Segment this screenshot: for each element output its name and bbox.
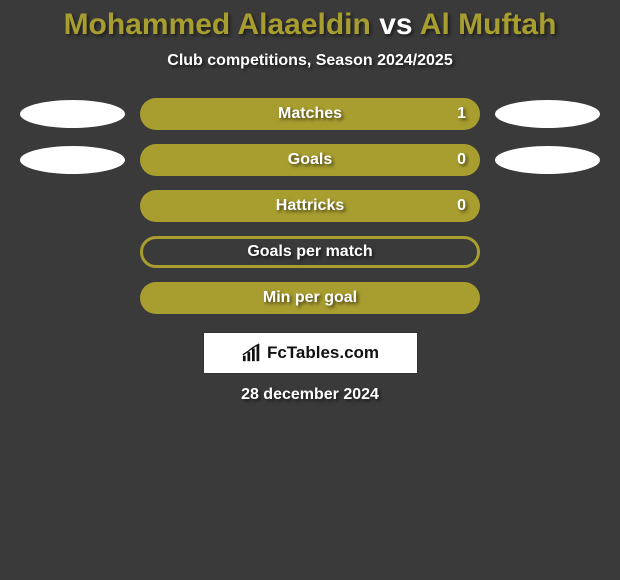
- stat-bar-wrap: Min per goal: [140, 282, 480, 314]
- date-label: 28 december 2024: [0, 386, 620, 404]
- stat-label: Goals: [288, 151, 332, 169]
- stat-label: Matches: [278, 105, 342, 123]
- page-title: Mohammed Alaaeldin vs Al Muftah: [0, 8, 620, 42]
- source-logo[interactable]: FcTables.com: [203, 332, 418, 374]
- stat-value: 1: [457, 105, 466, 123]
- left-oval: [20, 146, 125, 174]
- stat-row: Matches 1: [0, 98, 620, 130]
- stat-label: Hattricks: [276, 197, 344, 215]
- comparison-card: Mohammed Alaaeldin vs Al Muftah Club com…: [0, 0, 620, 404]
- subtitle: Club competitions, Season 2024/2025: [0, 52, 620, 70]
- stat-bar-wrap: Hattricks 0: [140, 190, 480, 222]
- stat-row: Goals per match: [0, 236, 620, 268]
- stat-row: Goals 0: [0, 144, 620, 176]
- stat-label: Min per goal: [263, 289, 357, 307]
- stat-bar-wrap: Goals 0: [140, 144, 480, 176]
- stat-label: Goals per match: [247, 243, 372, 261]
- logo-text: FcTables.com: [267, 343, 379, 363]
- right-oval: [495, 100, 600, 128]
- bar-chart-icon: [241, 343, 263, 363]
- right-oval: [495, 146, 600, 174]
- stat-row: Hattricks 0: [0, 190, 620, 222]
- stat-value: 0: [457, 151, 466, 169]
- player2-name: Al Muftah: [420, 8, 557, 41]
- left-oval: [20, 100, 125, 128]
- stat-rows: Matches 1 Goals 0 Hattricks 0 Goals per match M…: [0, 98, 620, 314]
- player1-name: Mohammed Alaaeldin: [64, 8, 371, 41]
- vs-separator: vs: [379, 8, 412, 41]
- stat-bar-wrap: Matches 1: [140, 98, 480, 130]
- stat-bar-wrap: Goals per match: [140, 236, 480, 268]
- stat-value: 0: [457, 197, 466, 215]
- stat-row: Min per goal: [0, 282, 620, 314]
